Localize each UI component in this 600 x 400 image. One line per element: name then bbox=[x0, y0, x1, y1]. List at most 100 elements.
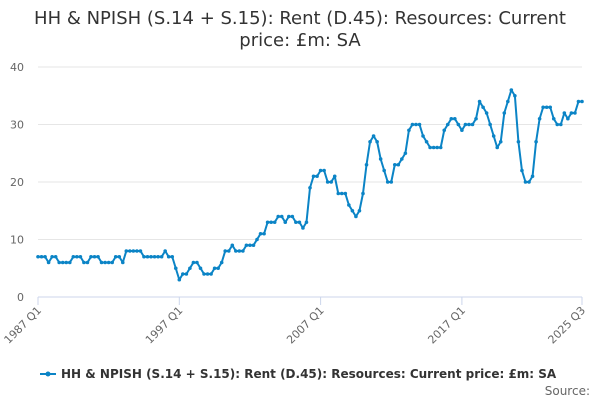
data-point[interactable] bbox=[237, 249, 242, 253]
data-point[interactable] bbox=[251, 243, 256, 248]
data-point[interactable] bbox=[576, 99, 581, 104]
data-point[interactable] bbox=[57, 260, 61, 265]
data-point[interactable] bbox=[297, 220, 302, 225]
data-point[interactable] bbox=[124, 249, 129, 253]
data-point[interactable] bbox=[566, 116, 570, 121]
data-point[interactable] bbox=[527, 180, 531, 184]
data-point[interactable] bbox=[279, 214, 284, 219]
data-point[interactable] bbox=[329, 180, 333, 184]
data-point[interactable] bbox=[467, 122, 471, 127]
data-point[interactable] bbox=[506, 99, 510, 104]
data-point[interactable] bbox=[541, 105, 545, 110]
data-point[interactable] bbox=[502, 111, 507, 115]
data-point[interactable] bbox=[438, 145, 443, 150]
data-point[interactable] bbox=[92, 254, 97, 259]
data-point[interactable] bbox=[265, 220, 270, 225]
data-point[interactable] bbox=[484, 111, 489, 115]
data-point[interactable] bbox=[184, 272, 189, 276]
data-point[interactable] bbox=[71, 254, 76, 259]
data-point[interactable] bbox=[481, 105, 485, 110]
data-point[interactable] bbox=[559, 122, 563, 127]
data-point[interactable] bbox=[551, 116, 556, 121]
data-point[interactable] bbox=[191, 260, 196, 265]
legend[interactable]: HH & NPISH (S.14 + S.15): Rent (D.45): R… bbox=[40, 367, 557, 381]
data-point[interactable] bbox=[548, 105, 553, 110]
data-point[interactable] bbox=[177, 277, 182, 282]
data-point[interactable] bbox=[272, 220, 277, 225]
data-point[interactable] bbox=[339, 191, 344, 196]
data-point[interactable] bbox=[477, 99, 482, 104]
data-point[interactable] bbox=[269, 220, 273, 225]
data-point[interactable] bbox=[283, 220, 288, 225]
data-point[interactable] bbox=[389, 180, 394, 184]
data-point[interactable] bbox=[255, 237, 259, 242]
data-point[interactable] bbox=[50, 254, 54, 259]
data-point[interactable] bbox=[212, 266, 217, 271]
data-point[interactable] bbox=[89, 254, 93, 259]
data-point[interactable] bbox=[445, 122, 450, 127]
data-point[interactable] bbox=[410, 122, 415, 127]
data-point[interactable] bbox=[226, 249, 231, 253]
data-point[interactable] bbox=[159, 254, 164, 259]
data-point[interactable] bbox=[474, 116, 478, 121]
data-point[interactable] bbox=[350, 208, 355, 213]
data-point[interactable] bbox=[113, 254, 118, 259]
data-point[interactable] bbox=[311, 174, 316, 179]
data-point[interactable] bbox=[463, 122, 468, 127]
data-point[interactable] bbox=[205, 272, 210, 276]
data-point[interactable] bbox=[78, 254, 83, 259]
data-point[interactable] bbox=[414, 122, 418, 127]
data-point[interactable] bbox=[85, 260, 90, 265]
data-point[interactable] bbox=[138, 249, 143, 253]
data-point[interactable] bbox=[385, 180, 390, 184]
data-point[interactable] bbox=[173, 266, 178, 271]
data-point[interactable] bbox=[43, 254, 47, 259]
data-point[interactable] bbox=[219, 260, 224, 265]
data-point[interactable] bbox=[442, 128, 447, 133]
data-point[interactable] bbox=[453, 116, 457, 121]
data-point[interactable] bbox=[361, 191, 365, 196]
data-point[interactable] bbox=[39, 254, 44, 259]
data-point[interactable] bbox=[258, 231, 263, 236]
data-point[interactable] bbox=[223, 249, 228, 253]
data-point[interactable] bbox=[435, 145, 439, 150]
data-point[interactable] bbox=[318, 168, 323, 173]
data-point[interactable] bbox=[82, 260, 86, 265]
data-point[interactable] bbox=[491, 134, 496, 138]
data-point[interactable] bbox=[354, 214, 358, 219]
data-point[interactable] bbox=[544, 105, 549, 110]
data-point[interactable] bbox=[301, 226, 305, 230]
data-point[interactable] bbox=[509, 88, 514, 92]
data-point[interactable] bbox=[230, 243, 235, 248]
data-point[interactable] bbox=[417, 122, 422, 127]
data-point[interactable] bbox=[322, 168, 326, 173]
data-point[interactable] bbox=[96, 254, 100, 259]
data-point[interactable] bbox=[60, 260, 65, 265]
data-point[interactable] bbox=[131, 249, 136, 253]
data-point[interactable] bbox=[99, 260, 104, 265]
data-point[interactable] bbox=[520, 168, 524, 173]
data-point[interactable] bbox=[460, 128, 464, 133]
data-point[interactable] bbox=[400, 157, 404, 161]
data-point[interactable] bbox=[516, 139, 521, 144]
data-point[interactable] bbox=[555, 122, 560, 127]
data-point[interactable] bbox=[357, 208, 362, 213]
data-point[interactable] bbox=[117, 254, 122, 259]
data-point[interactable] bbox=[120, 260, 125, 265]
data-point[interactable] bbox=[181, 272, 185, 276]
data-point[interactable] bbox=[537, 116, 542, 121]
data-point[interactable] bbox=[371, 134, 376, 138]
data-point[interactable] bbox=[294, 220, 298, 225]
data-point[interactable] bbox=[378, 157, 383, 161]
data-point[interactable] bbox=[530, 174, 535, 179]
data-point[interactable] bbox=[67, 260, 72, 265]
data-point[interactable] bbox=[470, 122, 475, 127]
data-point[interactable] bbox=[262, 231, 266, 236]
data-point[interactable] bbox=[145, 254, 150, 259]
data-point[interactable] bbox=[343, 191, 348, 196]
data-point[interactable] bbox=[36, 254, 40, 259]
data-point[interactable] bbox=[456, 122, 461, 127]
data-point[interactable] bbox=[163, 249, 167, 253]
data-point[interactable] bbox=[234, 249, 238, 253]
data-point[interactable] bbox=[347, 203, 351, 207]
